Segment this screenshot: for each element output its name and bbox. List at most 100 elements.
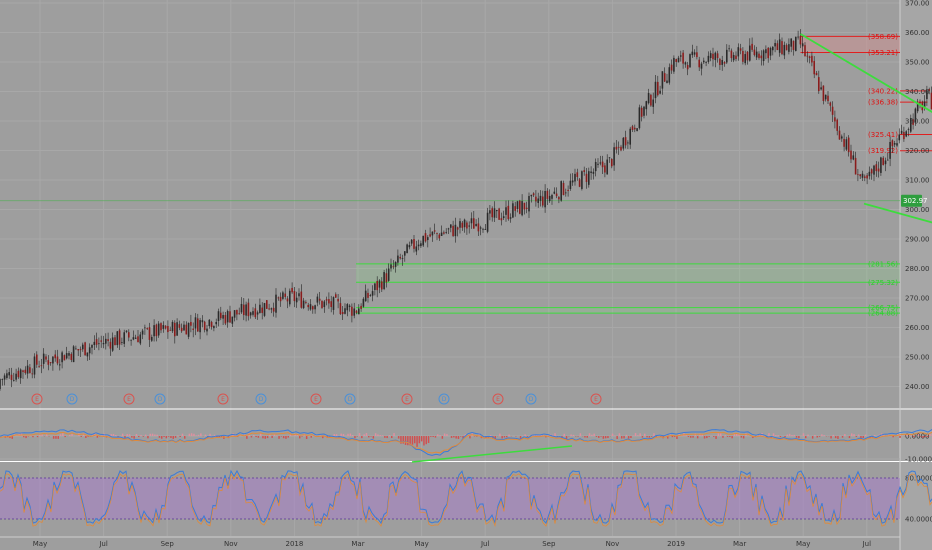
candle-body: [130, 339, 132, 341]
candle-body: [215, 321, 217, 325]
candle-body: [882, 157, 884, 166]
candle-body: [47, 360, 50, 365]
candle-body: [36, 354, 38, 365]
candle-body: [670, 64, 673, 71]
macd-bar: [197, 434, 200, 436]
candle-body: [663, 73, 666, 82]
candle-body: [286, 298, 289, 302]
candle-body: [323, 301, 326, 308]
candle-body: [38, 366, 40, 368]
candle-body: [799, 36, 802, 45]
candle-body: [137, 336, 139, 343]
macd-bar: [411, 436, 414, 445]
y-tick-label: 310.00: [905, 177, 930, 185]
macd-bar: [648, 436, 651, 438]
macd-bar: [892, 436, 894, 438]
macd-bar: [816, 436, 818, 438]
candle-body: [923, 101, 926, 109]
macd-bar: [96, 436, 99, 438]
macd-bar: [32, 436, 34, 438]
macd-bar: [280, 436, 283, 437]
event-letter: D: [158, 396, 163, 403]
macd-bar: [161, 436, 163, 439]
candle-body: [348, 305, 351, 307]
macd-bar: [57, 436, 59, 439]
candle-body: [13, 379, 15, 381]
macd-bar: [696, 436, 699, 439]
macd-bar: [25, 436, 27, 439]
macd-bar: [71, 434, 73, 436]
candle-body: [599, 162, 602, 164]
macd-bar: [625, 434, 628, 436]
candle-body: [132, 337, 135, 340]
candle-body: [164, 325, 167, 329]
macd-bar: [455, 436, 457, 439]
candle-body: [123, 332, 125, 344]
macd-bar: [386, 436, 388, 439]
macd-bar: [195, 435, 197, 436]
candle-body: [657, 81, 659, 96]
macd-bar: [23, 436, 25, 438]
candle-body: [765, 49, 767, 54]
candle-body: [447, 228, 450, 230]
macd-bar: [795, 436, 798, 438]
macd-bar: [319, 435, 322, 436]
macd-bar: [372, 436, 375, 439]
candle-body: [682, 52, 684, 64]
macd-y-tick-label: -10.0000: [905, 456, 932, 464]
candle-body: [677, 57, 680, 63]
candle-body: [611, 158, 613, 167]
macd-bar: [170, 436, 172, 438]
macd-bar: [922, 436, 924, 438]
macd-bar: [862, 436, 864, 439]
macd-bar: [282, 436, 285, 439]
y-tick-label: 250.00: [905, 354, 930, 362]
macd-bar: [910, 435, 913, 436]
candle-body: [788, 44, 790, 52]
candle-body: [896, 143, 898, 146]
macd-bar: [623, 436, 625, 439]
macd-bar: [358, 433, 361, 436]
macd-bar: [209, 433, 211, 436]
candle-body: [818, 77, 820, 92]
macd-bar: [20, 433, 23, 436]
macd-bar: [690, 436, 692, 438]
candle-body: [70, 353, 73, 360]
candle-body: [231, 316, 234, 324]
candle-body: [684, 62, 687, 65]
candle-body: [507, 205, 510, 220]
candle-body: [473, 218, 475, 229]
macd-bar: [414, 436, 416, 444]
macd-bar: [719, 433, 722, 436]
macd-bar: [685, 434, 687, 436]
candle-body: [877, 168, 880, 172]
macd-bar: [924, 436, 927, 437]
candle-body: [339, 303, 342, 315]
candle-body: [645, 101, 648, 110]
candle-body: [146, 327, 148, 329]
macd-bar: [349, 433, 352, 436]
candle-body: [151, 336, 153, 341]
y-tick-label: 280.00: [905, 265, 930, 273]
macd-bar: [154, 434, 156, 436]
candle-body: [54, 354, 56, 359]
candle-body: [926, 90, 928, 100]
macd-bar: [588, 433, 591, 436]
support-zone: [356, 263, 900, 283]
macd-bar: [142, 436, 145, 437]
event-marker: D: [66, 393, 78, 405]
macd-bar: [450, 436, 453, 438]
macd-bar: [913, 436, 915, 438]
candle-body: [785, 45, 788, 51]
candle-body: [769, 47, 772, 56]
candle-body: [385, 273, 388, 283]
event-circle: [66, 393, 78, 405]
macd-bar: [131, 436, 133, 438]
candle-body: [3, 375, 6, 380]
macd-bar: [407, 436, 409, 446]
macd-bar: [586, 436, 588, 438]
candle-body: [162, 325, 165, 329]
event-letter: D: [348, 396, 353, 403]
macd-bar: [278, 436, 280, 439]
